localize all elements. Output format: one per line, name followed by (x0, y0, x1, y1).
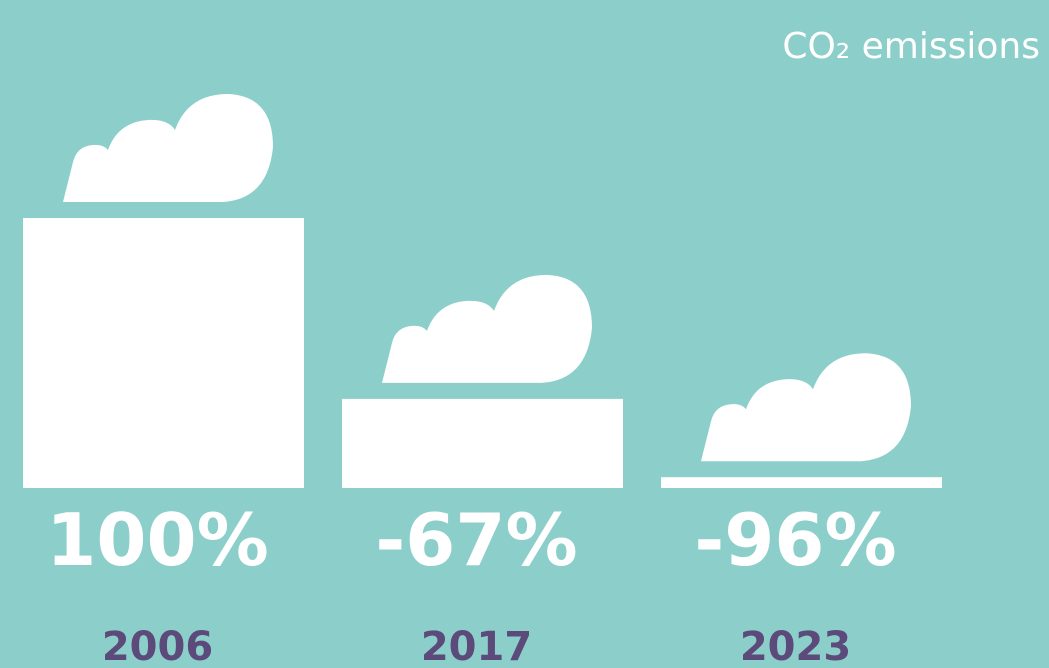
cloud-icon (382, 274, 592, 383)
chart-title: CO₂ emissions (782, 26, 1040, 67)
value-label: 100% (46, 498, 268, 582)
category-label: 2006 (102, 624, 213, 668)
value-label: -96% (694, 498, 896, 582)
bar (661, 477, 942, 488)
cloud-icon (63, 94, 273, 202)
category-label: 2023 (740, 624, 851, 668)
bar (23, 218, 304, 488)
cloud-icon (701, 353, 911, 462)
bar (342, 398, 623, 488)
value-label: -67% (375, 498, 577, 582)
category-label: 2017 (421, 624, 532, 668)
